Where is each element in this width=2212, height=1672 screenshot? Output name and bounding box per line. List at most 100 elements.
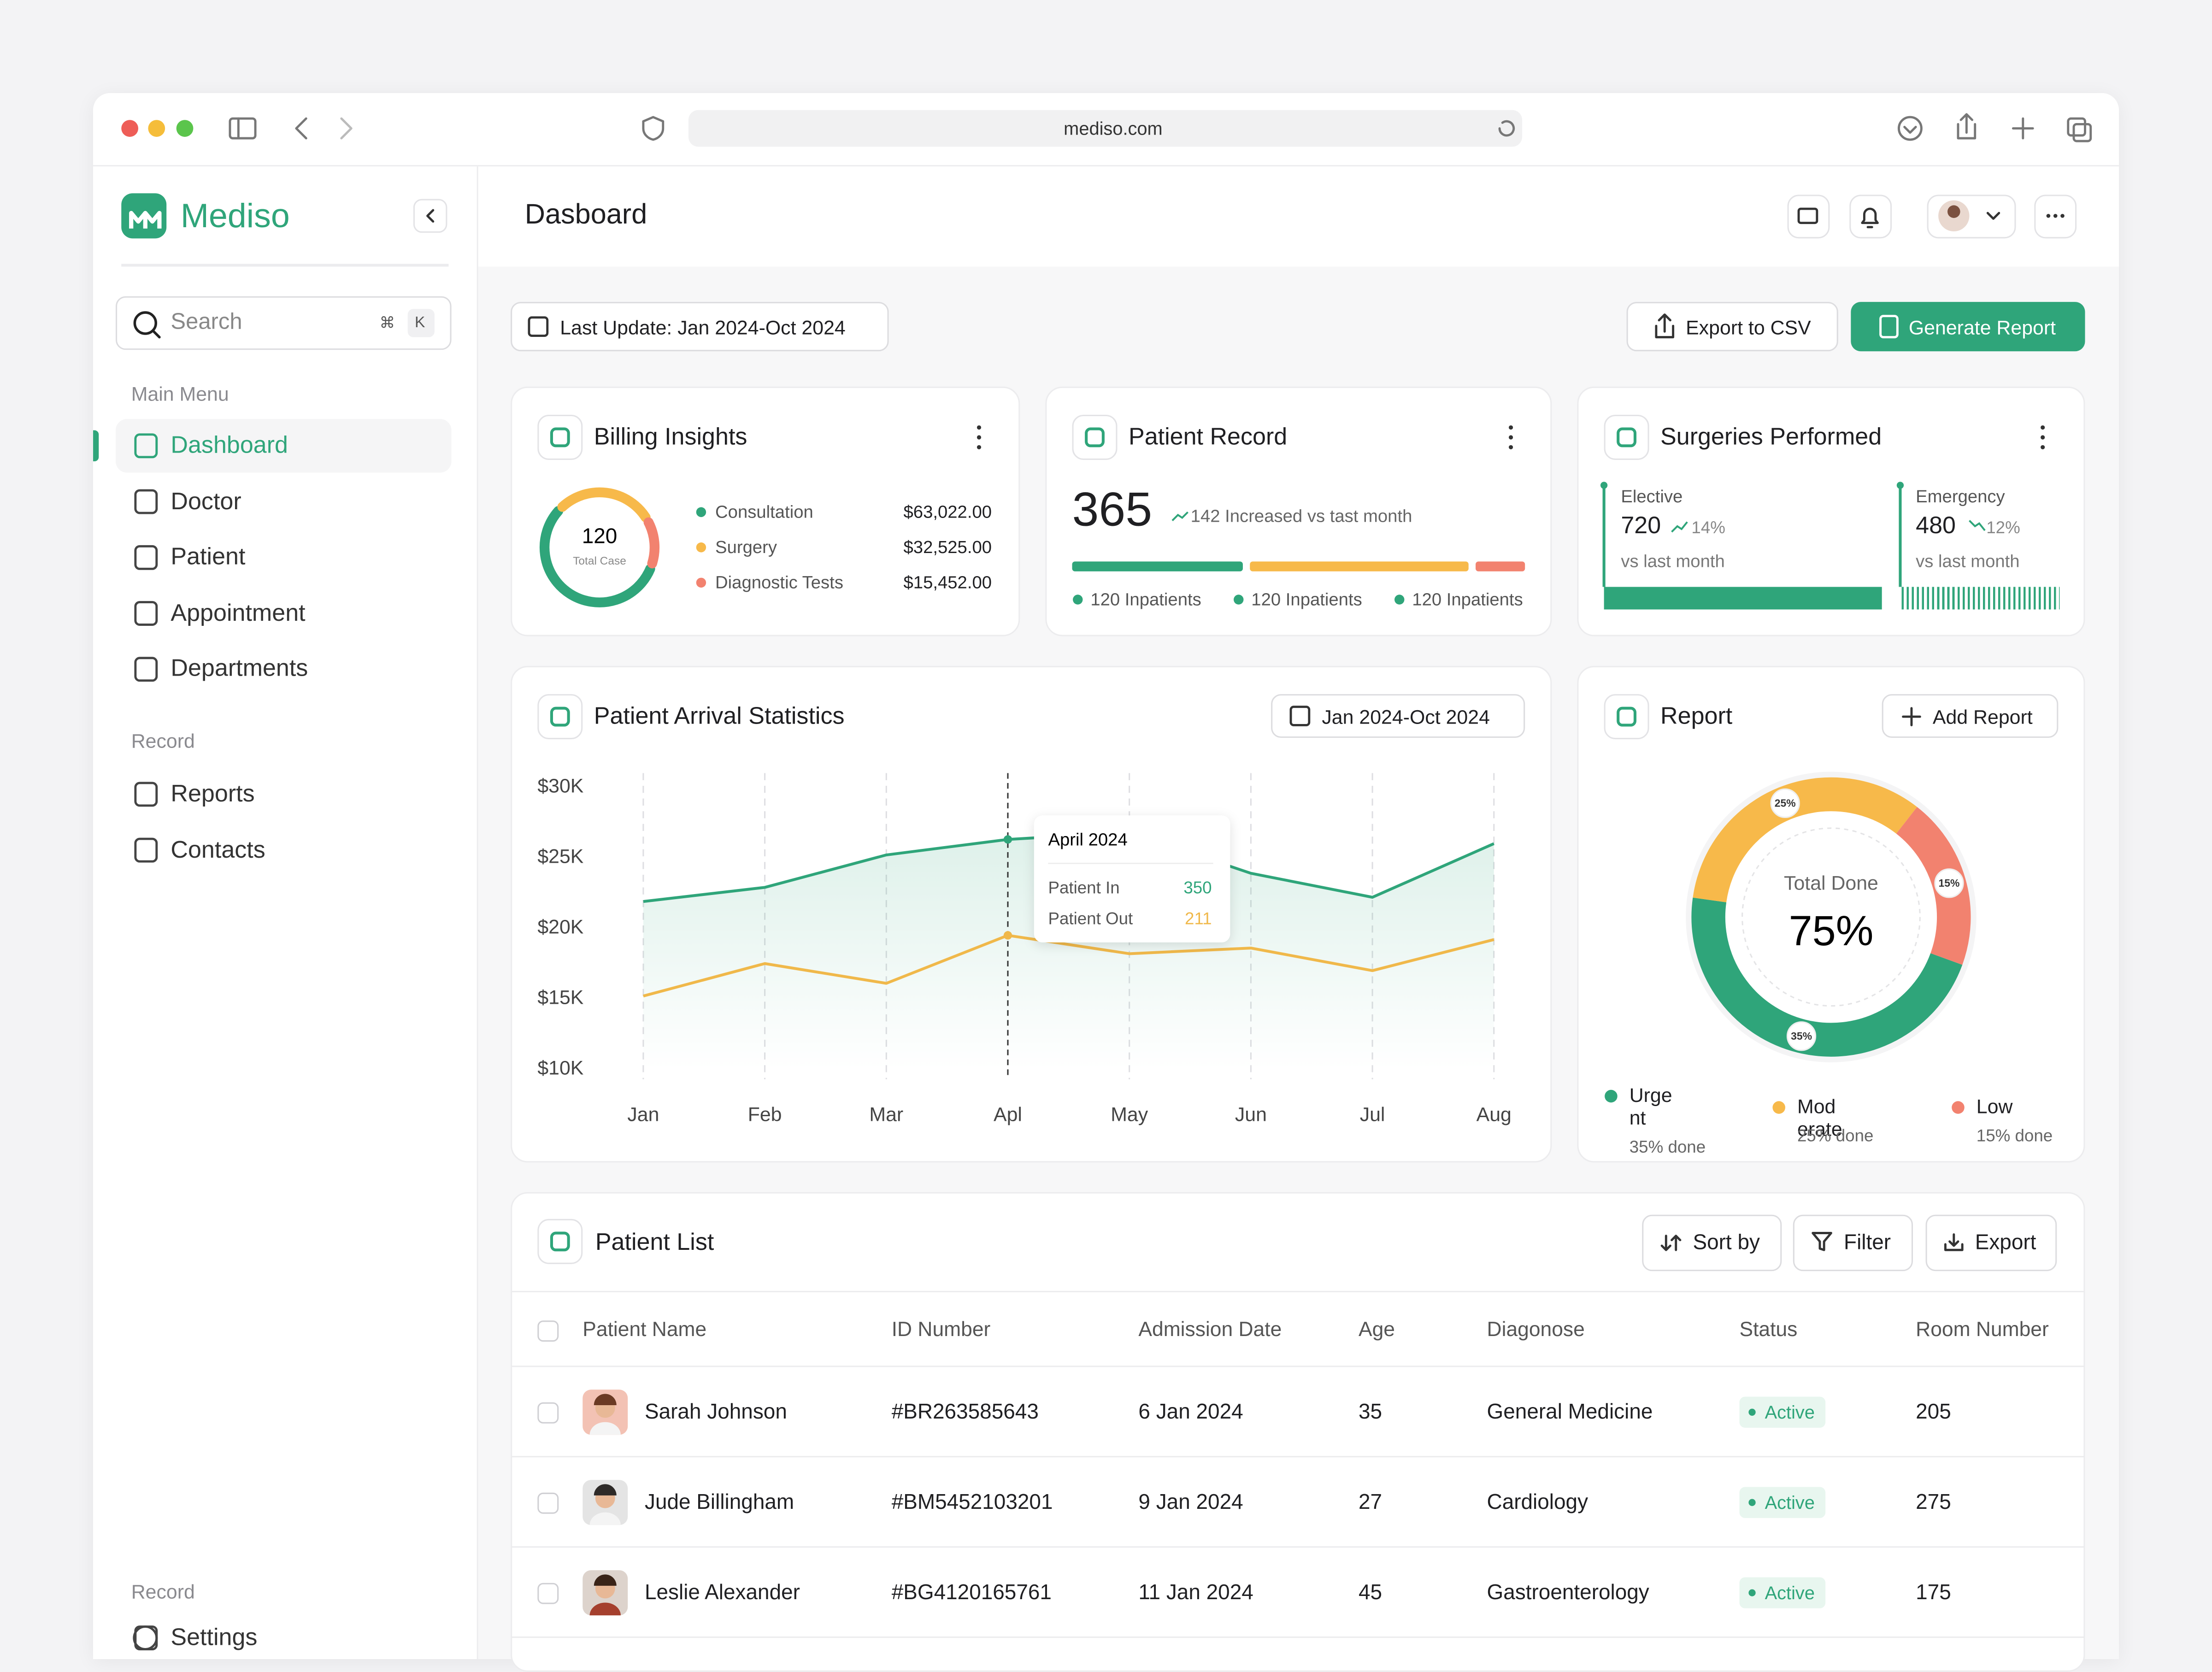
sidebar-icon[interactable] <box>229 117 257 140</box>
menu-item[interactable]: Patient <box>171 543 246 571</box>
url-bar <box>688 110 1523 147</box>
forward-icon[interactable] <box>340 117 353 140</box>
tooltip-label: Patient Out <box>1048 909 1133 928</box>
export-csv-button[interactable] <box>1626 302 1838 352</box>
share-icon[interactable] <box>1957 113 1977 140</box>
badge-label: 35% <box>1791 1030 1812 1042</box>
zoom-dot[interactable] <box>176 120 194 137</box>
x-tick-label: Feb <box>748 1104 782 1126</box>
kebab[interactable] <box>2041 425 2045 449</box>
avatar-body <box>589 1422 621 1435</box>
menu-item[interactable]: Appointment <box>171 599 306 626</box>
x-tick-label: Jun <box>1235 1104 1267 1126</box>
active-item[interactable] <box>116 419 452 473</box>
sidebar <box>93 166 478 1659</box>
avatar-hair <box>594 1574 617 1586</box>
cell: #BM5452103201 <box>891 1490 1053 1515</box>
x-tick-label: Jan <box>627 1104 659 1126</box>
menu-item[interactable]: Settings <box>171 1624 258 1651</box>
search-icon <box>133 311 158 335</box>
close-dot[interactable] <box>121 120 138 137</box>
cell: Jude Billingham <box>644 1490 794 1515</box>
elective-line <box>1602 485 1606 587</box>
card-title: Patient Arrival Statistics <box>594 702 845 730</box>
icon-box <box>537 1219 583 1264</box>
last-update-button[interactable] <box>511 302 889 352</box>
status-dot <box>1748 1408 1756 1416</box>
new-tab-icon[interactable] <box>2012 117 2034 140</box>
menu-item[interactable]: Departments <box>171 655 308 682</box>
donut-caption: Total Case <box>573 555 626 567</box>
emergency-dot <box>1896 482 1904 489</box>
checkbox[interactable] <box>537 1583 559 1604</box>
trend-icon <box>1969 520 1986 531</box>
record-legend: 120 Inpatients <box>1412 589 1523 610</box>
download-icon[interactable] <box>1897 116 1923 141</box>
date-range-button[interactable] <box>1271 694 1525 738</box>
hover-dot <box>1003 835 1012 844</box>
back-icon[interactable] <box>295 117 307 140</box>
checkbox[interactable] <box>537 1320 559 1342</box>
range-label[interactable]: Jan 2024-Oct 2024 <box>1322 705 1490 728</box>
action-button[interactable] <box>1925 1214 2057 1272</box>
cell: 205 <box>1916 1400 1951 1425</box>
report-card <box>1577 665 2085 1163</box>
cell: Cardiology <box>1487 1490 1588 1515</box>
action[interactable]: Add Report <box>1932 705 2033 728</box>
last-update: Last Update: Jan 2024-Oct 2024 <box>560 316 846 339</box>
logo-divider <box>121 264 449 267</box>
legend-label: Low <box>1976 1095 2013 1118</box>
generate-report-button[interactable] <box>1851 302 2085 352</box>
filter-icon <box>1812 1232 1832 1251</box>
export-csv[interactable]: Export to CSV <box>1686 316 1811 339</box>
search-placeholder: Search <box>171 310 242 335</box>
table-divider <box>511 1637 2085 1638</box>
action-label[interactable]: Sort by <box>1693 1230 1760 1255</box>
checkbox[interactable] <box>537 1402 559 1424</box>
badge <box>1770 788 1800 818</box>
donut-segment <box>557 487 651 523</box>
menu-icon <box>134 489 158 514</box>
tabs-icon[interactable] <box>2067 117 2086 137</box>
kebab[interactable] <box>977 425 982 449</box>
x-tick-label: Aug <box>1477 1104 1512 1126</box>
mail-button[interactable] <box>1787 194 1830 239</box>
menu-item[interactable]: Dashboard <box>171 431 288 459</box>
y-tick-label: $30K <box>537 775 583 797</box>
record-bar-yellow <box>1250 561 1469 571</box>
menu-item[interactable]: Contacts <box>171 836 265 863</box>
reload-icon[interactable] <box>1498 120 1515 137</box>
collapse-button[interactable] <box>413 199 447 233</box>
menu-icon <box>134 782 158 807</box>
avatar-hair <box>594 1394 617 1405</box>
table-divider <box>511 1456 2085 1458</box>
surgery-value: 720 <box>1621 512 1661 539</box>
icon-box <box>537 415 583 460</box>
y-tick-label: $10K <box>537 1057 583 1079</box>
menu-item[interactable]: Doctor <box>171 487 241 515</box>
record-trend: 142 Increased vs tast month <box>1190 506 1412 526</box>
billing-card <box>511 386 1020 636</box>
column-header: Age <box>1358 1319 1395 1342</box>
icon-glyph <box>1617 706 1637 727</box>
cell: 175 <box>1916 1581 1951 1605</box>
menu-section: Main Menu <box>131 382 229 405</box>
menu-icon <box>134 601 158 626</box>
more-button[interactable] <box>2034 194 2077 239</box>
action-button[interactable] <box>1793 1214 1913 1272</box>
bell-button[interactable] <box>1849 194 1892 239</box>
checkbox[interactable] <box>537 1492 559 1514</box>
search-box[interactable] <box>116 296 452 350</box>
legend-dot <box>1772 1101 1785 1114</box>
legend-value: $63,022.00 <box>903 502 992 522</box>
action-label[interactable]: Export <box>1975 1230 2036 1255</box>
generate-report[interactable]: Generate Report <box>1908 316 2056 339</box>
legend-label: Diagnostic Tests <box>715 572 843 593</box>
action-label[interactable]: Filter <box>1844 1230 1891 1255</box>
menu-item[interactable]: Reports <box>171 780 255 807</box>
column-header: Patient Name <box>582 1319 707 1342</box>
card-title: Surgeries Performed <box>1660 423 1882 450</box>
kebab[interactable] <box>1508 425 1513 449</box>
minimize-dot[interactable] <box>148 120 165 137</box>
